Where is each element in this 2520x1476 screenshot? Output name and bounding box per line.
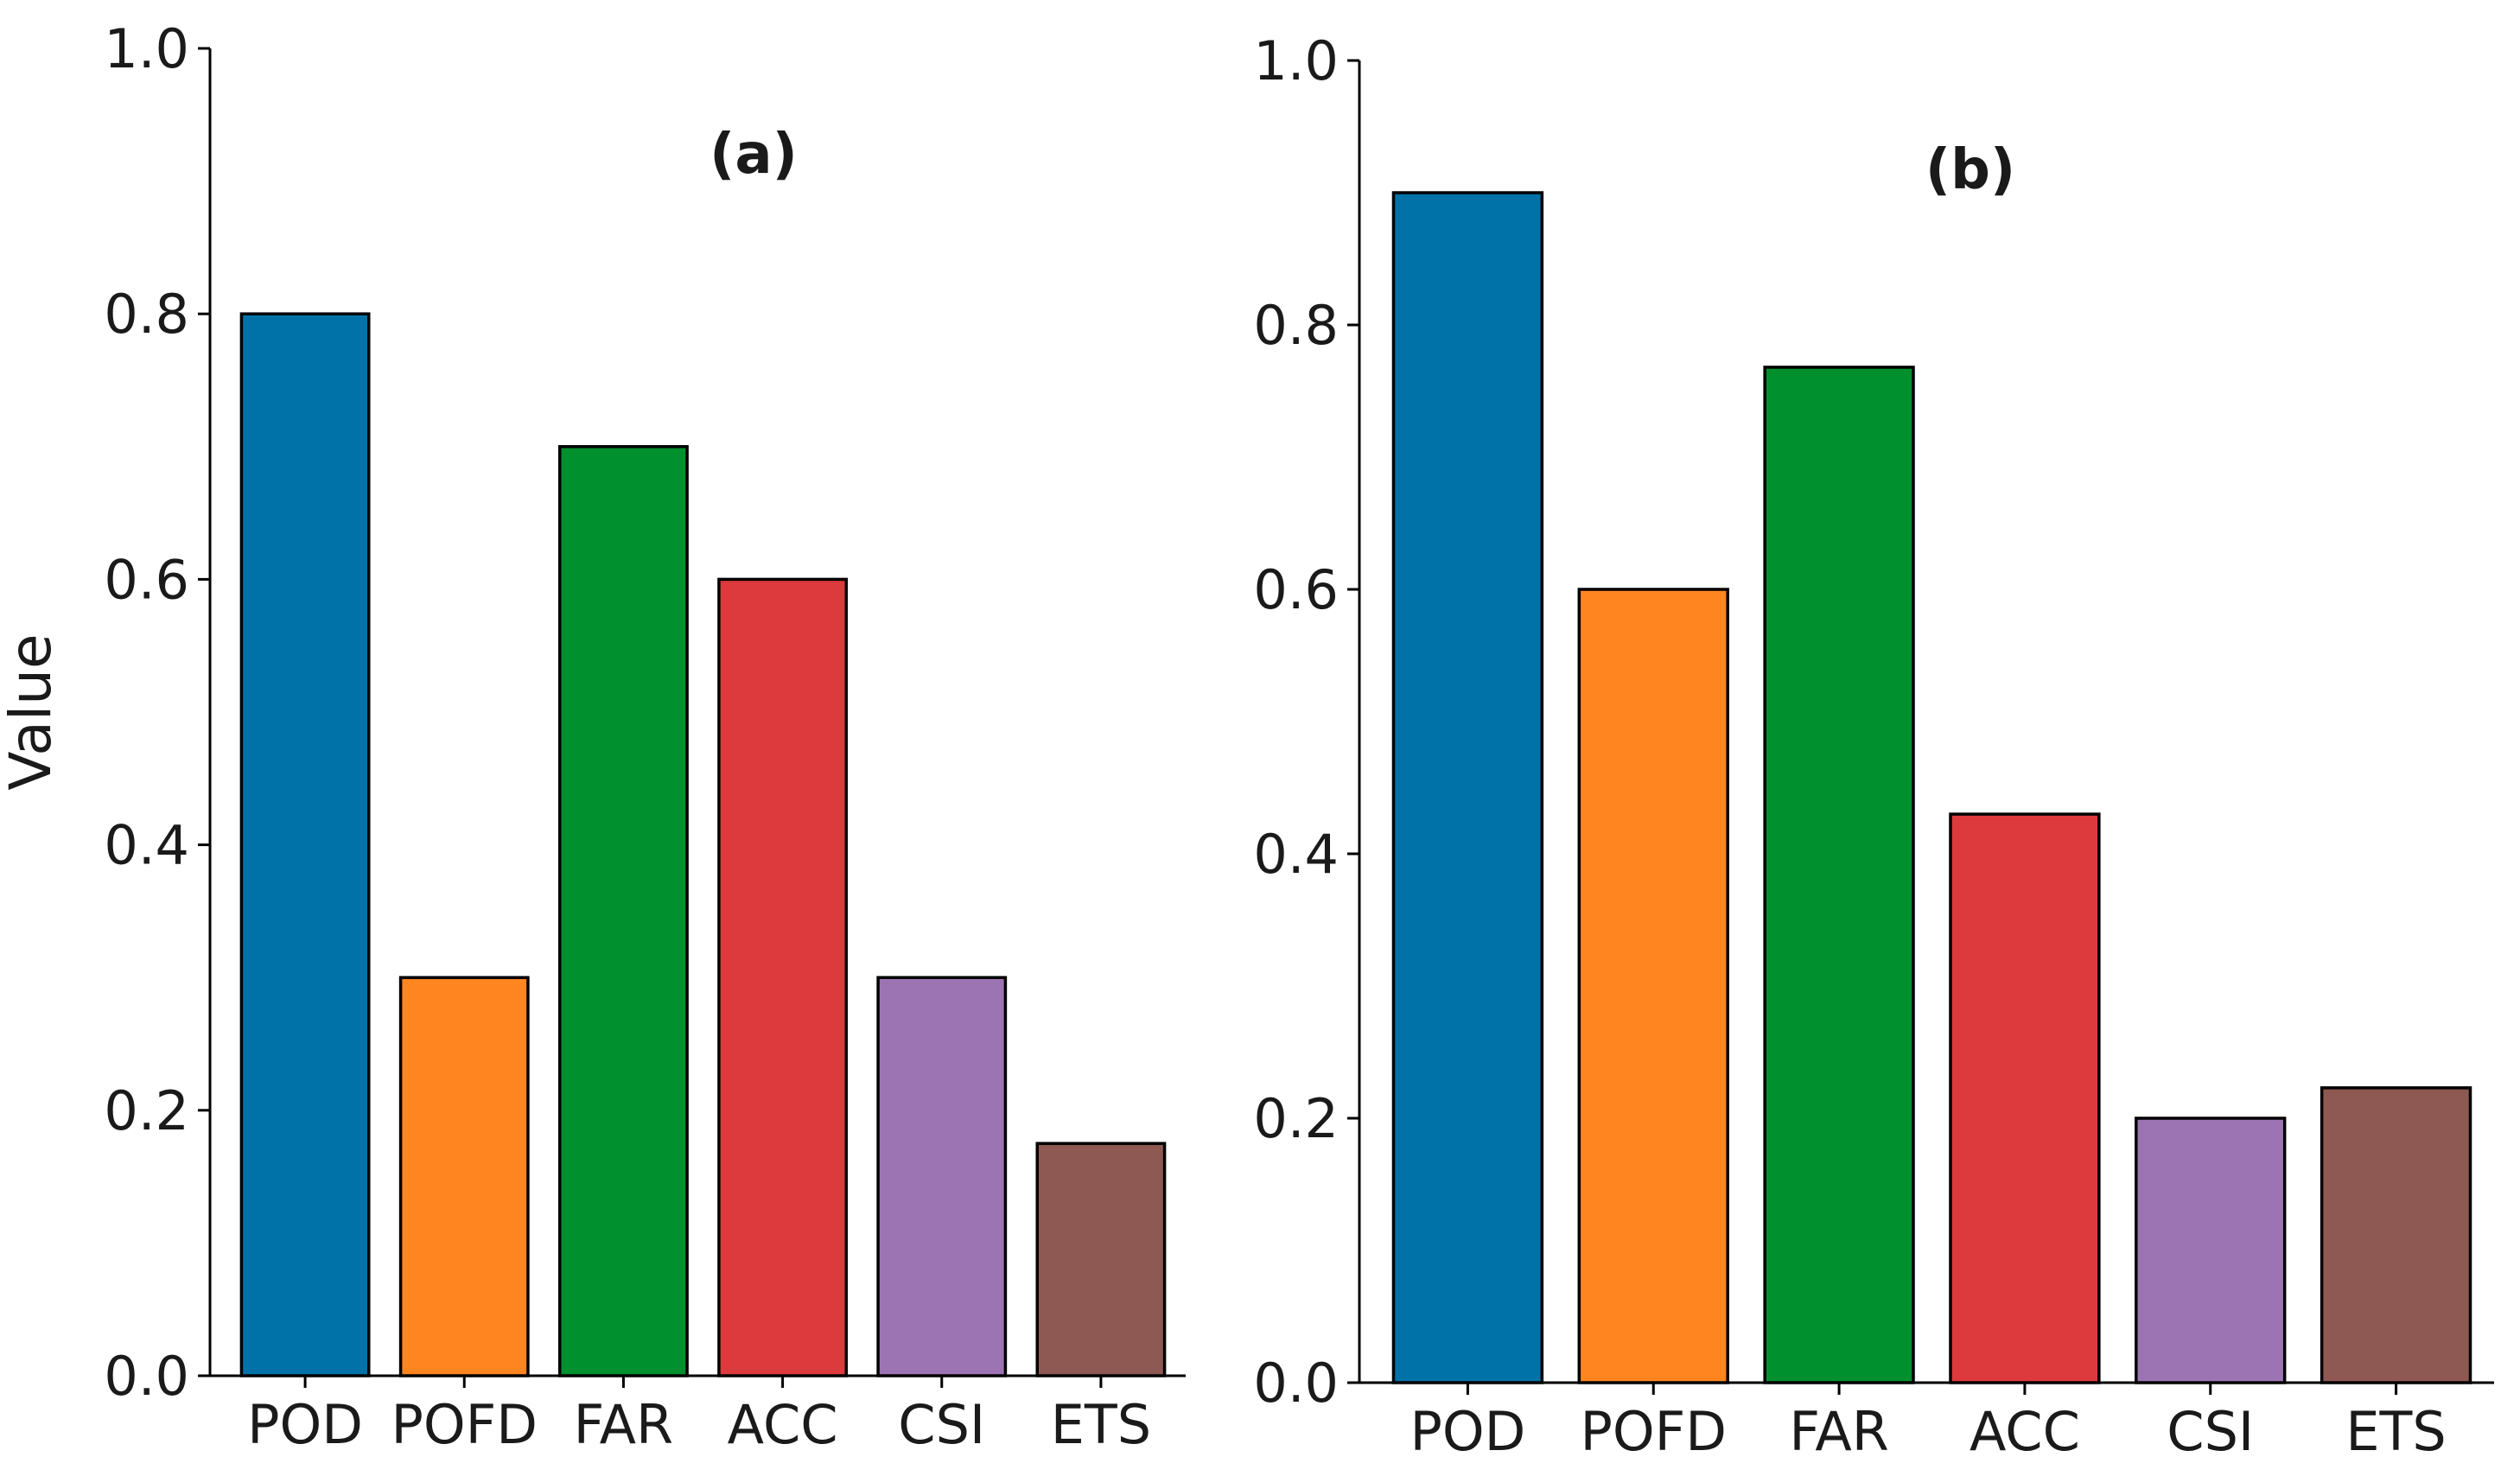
chart-panel-b: 0.0 0.2 0.4 0.6 0.8 1.0 POD POFD FAR ACC CSI ETS (b) bbox=[1253, 29, 2494, 1463]
bar-ets bbox=[1035, 1142, 1167, 1377]
x-tick-label: FAR bbox=[1789, 1400, 1888, 1463]
bar-far bbox=[1763, 366, 1915, 1384]
y-tick-label: 0.6 bbox=[1253, 558, 1339, 621]
x-tick-label: FAR bbox=[574, 1393, 673, 1456]
y-tick-label: 1.0 bbox=[104, 17, 189, 80]
y-tick-label: 0.4 bbox=[1253, 823, 1339, 886]
chart-title: (a) bbox=[710, 123, 798, 187]
y-tick-label: 0.4 bbox=[104, 814, 189, 877]
y-tick-label: 0.8 bbox=[1253, 294, 1339, 357]
y-tick-label: 0.0 bbox=[1253, 1352, 1339, 1415]
x-tick-label: POFD bbox=[1580, 1400, 1727, 1463]
y-tick-label: 0.0 bbox=[104, 1345, 189, 1408]
x-tick-label: ETS bbox=[2345, 1400, 2446, 1463]
y-tick-label: 0.2 bbox=[104, 1079, 189, 1142]
bar-csi bbox=[2135, 1117, 2287, 1384]
x-tick-label: CSI bbox=[2167, 1400, 2254, 1463]
bar-acc bbox=[717, 577, 849, 1377]
x-tick-label: ACC bbox=[728, 1393, 838, 1456]
x-tick-label: POD bbox=[247, 1393, 363, 1456]
y-axis-title: Value bbox=[0, 633, 64, 790]
x-tick-label: CSI bbox=[898, 1393, 985, 1456]
x-tick-label: POFD bbox=[391, 1393, 538, 1456]
bar-pod bbox=[239, 312, 371, 1377]
bar-pofd bbox=[1577, 588, 1729, 1384]
bar-far bbox=[558, 445, 689, 1377]
y-tick-label: 0.8 bbox=[104, 283, 189, 346]
bar-csi bbox=[876, 976, 1008, 1377]
bar-pod bbox=[1391, 191, 1544, 1384]
bar-acc bbox=[1949, 812, 2101, 1384]
x-tick-label: POD bbox=[1410, 1400, 1525, 1463]
x-tick-label: ACC bbox=[1970, 1400, 2080, 1463]
y-tick-label: 0.6 bbox=[104, 548, 189, 611]
chart-panel-a: 0.0 0.2 0.4 0.6 0.8 1.0 POD POFD FAR ACC CSI ETS (a)… bbox=[0, 17, 1186, 1456]
y-tick-label: 1.0 bbox=[1253, 29, 1339, 92]
y-tick-label: 0.2 bbox=[1253, 1087, 1339, 1150]
bar-ets bbox=[2320, 1086, 2472, 1384]
chart-title: (b) bbox=[1925, 138, 2015, 202]
bar-pofd bbox=[398, 976, 530, 1377]
x-tick-label: ETS bbox=[1051, 1393, 1151, 1456]
